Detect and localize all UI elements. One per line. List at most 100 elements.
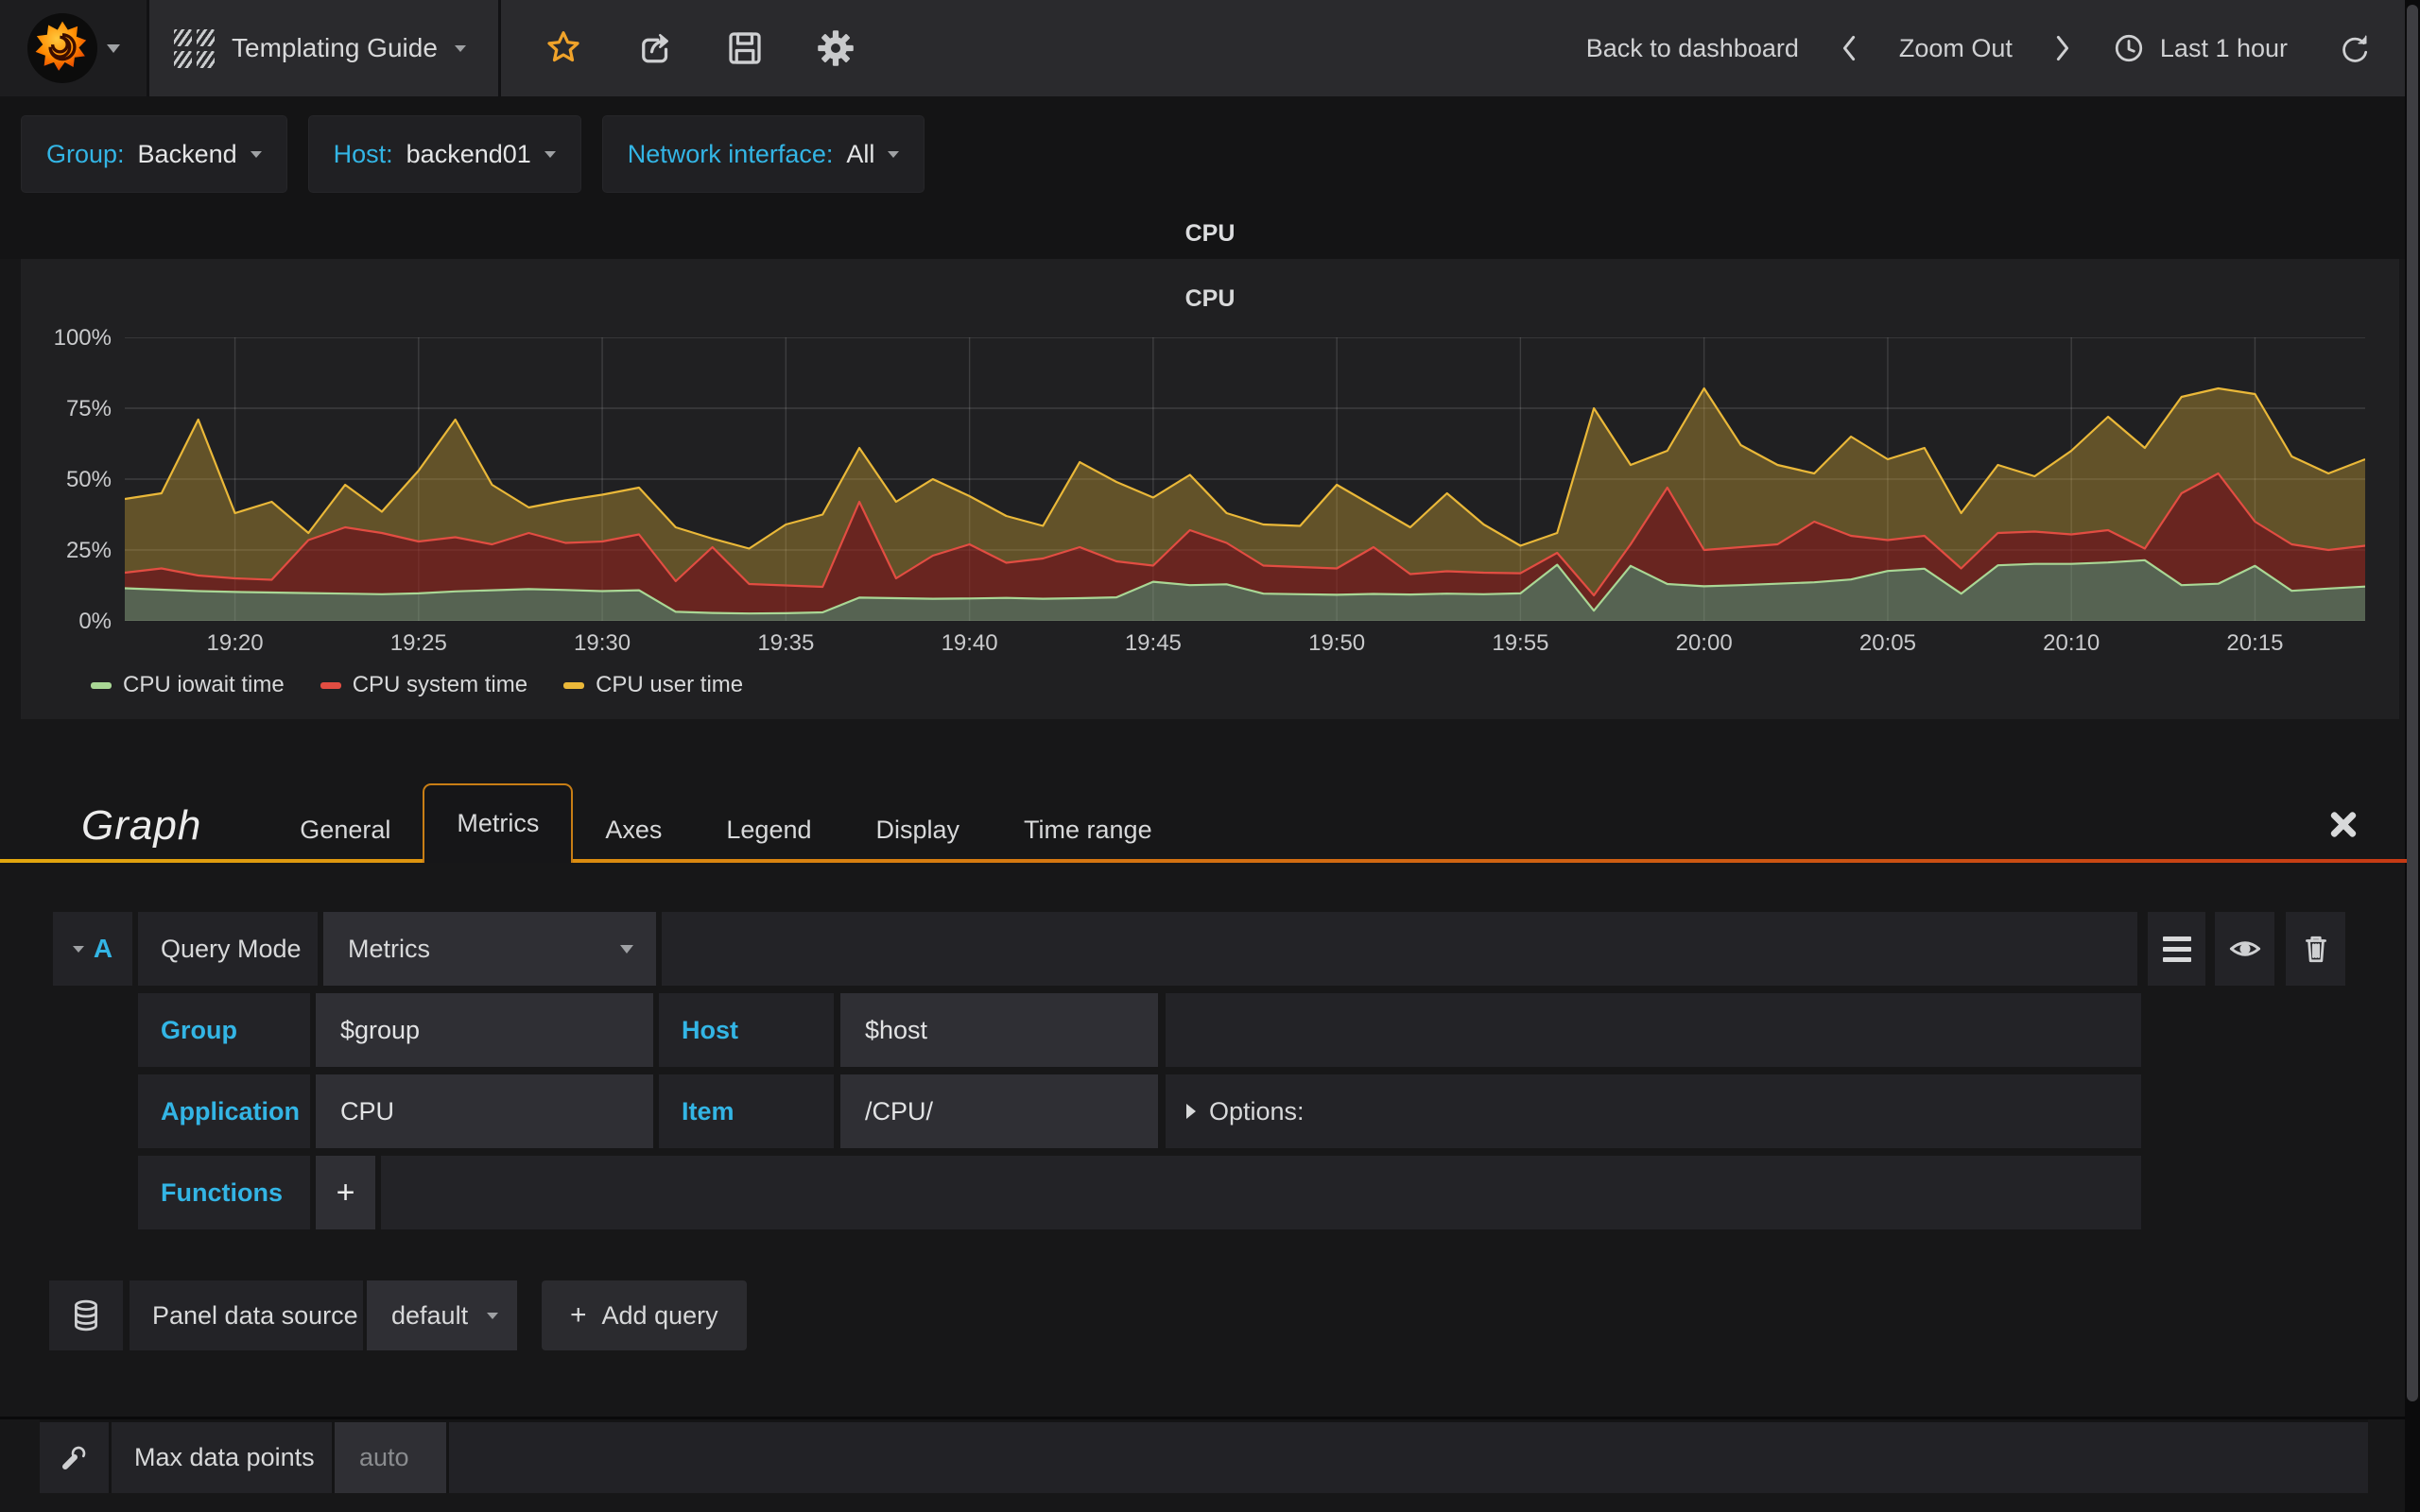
- host-input[interactable]: $host: [840, 993, 1158, 1067]
- functions-label: Functions: [138, 1156, 310, 1229]
- variable-value: Backend: [137, 139, 237, 168]
- x-axis-tick: 20:15: [2226, 630, 2284, 656]
- cpu-stacked-area-svg: [124, 336, 2366, 622]
- variable-network-interface[interactable]: Network interface: All: [601, 115, 925, 193]
- y-axis-tick: 75%: [65, 396, 112, 421]
- star-icon[interactable]: [544, 29, 582, 67]
- time-range-label: Last 1 hour: [2159, 33, 2288, 62]
- options-toggle[interactable]: Options:: [1166, 1074, 2141, 1148]
- panel-settings-bar: Max data points auto: [40, 1419, 2368, 1493]
- tab-display[interactable]: Display: [875, 816, 960, 844]
- x-axis-tick: 19:35: [757, 630, 815, 656]
- eye-icon: [2229, 941, 2260, 956]
- chevron-right-icon: [1186, 1104, 1196, 1119]
- panel-title[interactable]: CPU: [1184, 219, 1236, 247]
- settings-bar-filler: [449, 1422, 2368, 1493]
- cpu-stacked-area-chart[interactable]: [124, 336, 2366, 622]
- time-shift-back-button[interactable]: [1837, 34, 1861, 62]
- variable-label: Network interface:: [627, 139, 834, 168]
- query-collapse-toggle[interactable]: A: [53, 912, 132, 986]
- legend-item-system[interactable]: CPU system time: [320, 672, 527, 698]
- template-variables-row: Group: Backend Host: backend01 Network i…: [0, 96, 2420, 208]
- wrench-icon: [61, 1446, 85, 1469]
- group-input[interactable]: $group: [316, 993, 653, 1067]
- tab-time-range[interactable]: Time range: [1024, 816, 1152, 844]
- chevron-down-icon: [544, 150, 556, 158]
- query-row-filler: [662, 912, 2137, 986]
- y-axis-tick: 50%: [65, 467, 112, 492]
- add-function-button[interactable]: +: [316, 1156, 375, 1229]
- legend-item-user[interactable]: CPU user time: [563, 672, 743, 698]
- group-label: Group: [138, 993, 310, 1067]
- graph-title: CPU: [1184, 285, 1236, 312]
- variable-label: Host:: [333, 139, 393, 168]
- query-ref-letter: A: [93, 934, 113, 963]
- query-mode-select[interactable]: Metrics: [323, 912, 656, 986]
- x-axis-tick: 20:10: [2043, 630, 2100, 656]
- clock-icon: [2115, 34, 2143, 62]
- query-mode-label: Query Mode: [138, 912, 318, 986]
- variable-label: Group:: [46, 139, 125, 168]
- time-shift-forward-button[interactable]: [2050, 34, 2075, 62]
- add-query-button[interactable]: + Add query: [542, 1280, 747, 1350]
- page-scrollbar[interactable]: [2405, 0, 2420, 1512]
- y-axis-tick: 25%: [65, 538, 112, 563]
- variable-group[interactable]: Group: Backend: [21, 115, 287, 193]
- section-divider: [0, 1417, 2420, 1419]
- trash-icon: [2305, 936, 2326, 963]
- close-editor-button[interactable]: [2329, 810, 2358, 838]
- query-delete-button[interactable]: [2286, 912, 2345, 986]
- query-row-application-item: Application CPU Item /CPU/ Options:: [0, 1074, 2420, 1148]
- zoom-out-button[interactable]: Zoom Out: [1898, 33, 2013, 62]
- graph-panel: CPU 0% 25% 50% 75% 100% 19:20 19:25 19:30 19:35…: [21, 259, 2399, 719]
- menu-icon: [2162, 936, 2191, 962]
- legend-swatch-icon: [563, 681, 585, 689]
- chevron-down-icon: [72, 945, 84, 953]
- x-axis-tick: 20:00: [1675, 630, 1733, 656]
- refresh-button[interactable]: [2339, 32, 2371, 64]
- tab-axes[interactable]: Axes: [605, 816, 663, 844]
- navbar: Templating Guide: [0, 0, 2420, 96]
- datasource-icon-cell: [49, 1280, 123, 1350]
- dashboard-title: Templating Guide: [232, 33, 438, 62]
- grafana-logo-menu[interactable]: [0, 0, 149, 96]
- share-icon[interactable]: [635, 29, 673, 67]
- tab-legend[interactable]: Legend: [726, 816, 812, 844]
- editor-heading: Graph: [81, 802, 202, 849]
- legend-swatch-icon: [320, 681, 341, 689]
- chevron-down-icon: [106, 43, 120, 53]
- scrollbar-thumb[interactable]: [2407, 5, 2418, 1401]
- gear-icon[interactable]: [817, 29, 855, 67]
- legend-swatch-icon: [91, 681, 112, 689]
- variable-host[interactable]: Host: backend01: [307, 115, 581, 193]
- x-axis-tick: 19:40: [941, 630, 998, 656]
- refresh-icon: [2342, 35, 2368, 62]
- query-row-filler: [1166, 993, 2141, 1067]
- query-row-filler: [381, 1156, 2141, 1229]
- chevron-down-icon: [487, 1312, 498, 1319]
- plus-icon: +: [570, 1299, 587, 1331]
- time-range-picker[interactable]: Last 1 hour: [2113, 32, 2288, 64]
- panel-header: CPU: [0, 208, 2420, 259]
- item-input[interactable]: /CPU/: [840, 1074, 1158, 1148]
- back-to-dashboard-button[interactable]: Back to dashboard: [1585, 33, 1799, 62]
- tab-metrics[interactable]: Metrics: [423, 783, 574, 863]
- chart-area: 0% 25% 50% 75% 100%: [30, 325, 2390, 634]
- legend-item-iowait[interactable]: CPU iowait time: [91, 672, 285, 698]
- query-toggle-visibility-button[interactable]: [2215, 912, 2274, 986]
- application-input[interactable]: CPU: [316, 1074, 653, 1148]
- dashboard-title-menu[interactable]: Templating Guide: [149, 0, 501, 96]
- tabs-underline: [0, 859, 2407, 863]
- save-icon[interactable]: [726, 29, 764, 67]
- tab-general[interactable]: General: [300, 816, 391, 844]
- query-menu-button[interactable]: [2148, 912, 2205, 986]
- chevron-down-icon: [620, 944, 633, 954]
- datasource-select[interactable]: default: [367, 1280, 517, 1350]
- y-axis-tick: 100%: [53, 325, 112, 351]
- max-data-points-input[interactable]: auto: [335, 1422, 446, 1493]
- x-axis-tick: 19:30: [574, 630, 631, 656]
- chart-legend: CPU iowait time CPU system time CPU user…: [30, 662, 2390, 710]
- x-axis-tick: 19:55: [1492, 630, 1549, 656]
- datasource-row: Panel data source default + Add query: [49, 1280, 2420, 1350]
- query-editor: A Query Mode Metrics Group $group Host $…: [0, 912, 2420, 1493]
